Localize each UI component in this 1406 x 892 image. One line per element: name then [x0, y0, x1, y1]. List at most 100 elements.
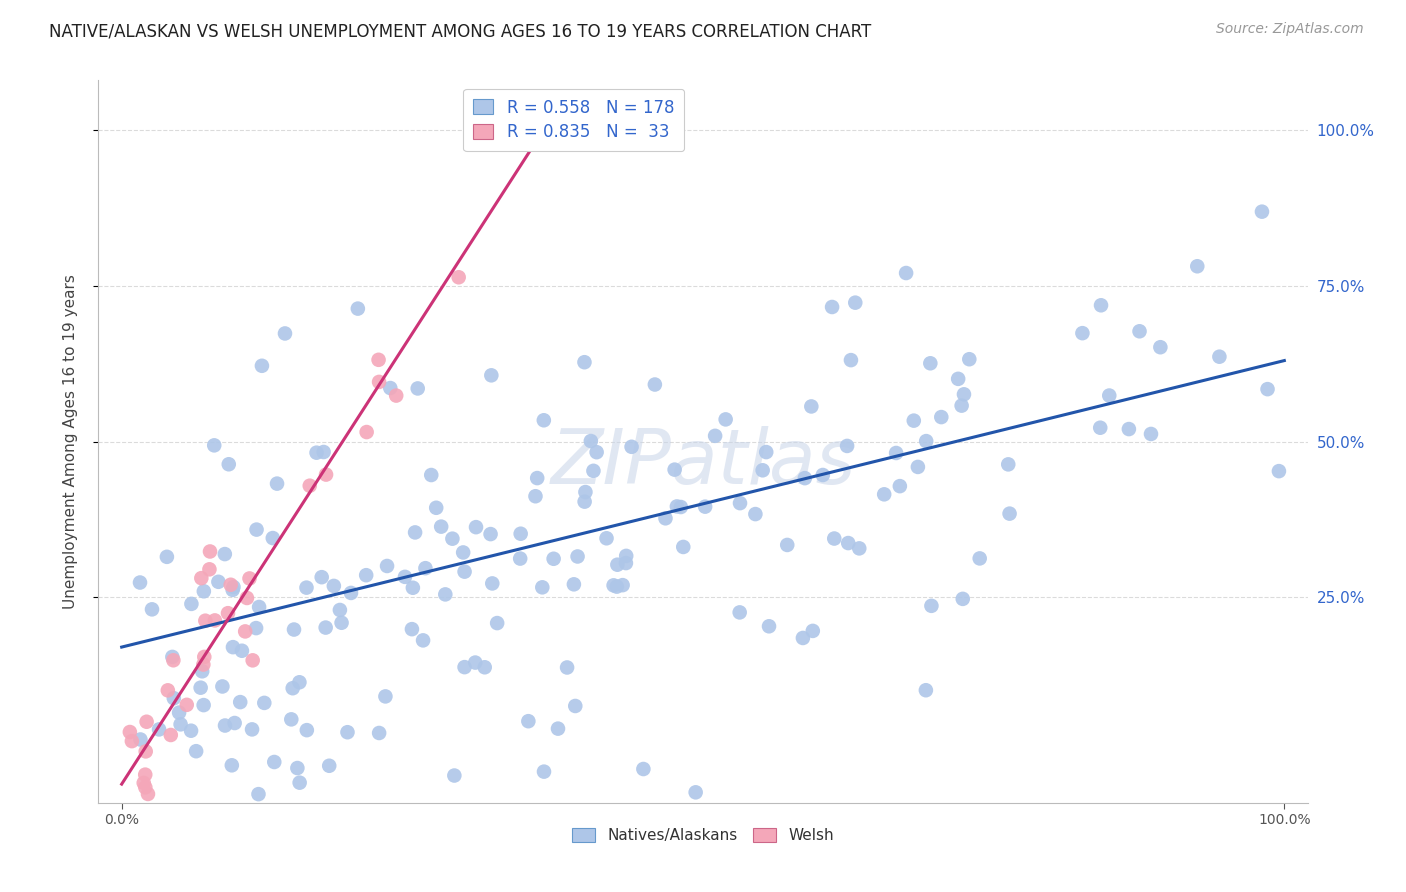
- Point: [839, 353, 862, 368]
- Point: [714, 412, 737, 426]
- Point: [247, 787, 270, 801]
- Point: [952, 591, 974, 606]
- Point: [664, 462, 686, 476]
- Point: [394, 570, 416, 584]
- Point: [180, 723, 202, 738]
- Point: [800, 400, 823, 414]
- Point: [336, 725, 359, 739]
- Point: [1257, 382, 1279, 396]
- Point: [567, 549, 589, 564]
- Point: [222, 580, 245, 594]
- Point: [159, 728, 181, 742]
- Point: [464, 656, 486, 670]
- Point: [474, 660, 496, 674]
- Point: [367, 352, 389, 367]
- Point: [744, 507, 766, 521]
- Point: [915, 683, 938, 698]
- Point: [672, 540, 695, 554]
- Point: [233, 624, 256, 639]
- Point: [1251, 204, 1274, 219]
- Point: [728, 606, 751, 620]
- Point: [903, 414, 925, 428]
- Point: [136, 787, 159, 801]
- Point: [340, 586, 363, 600]
- Point: [848, 541, 870, 556]
- Point: [946, 372, 969, 386]
- Point: [524, 489, 547, 503]
- Y-axis label: Unemployment Among Ages 16 to 19 years: Unemployment Among Ages 16 to 19 years: [63, 274, 77, 609]
- Point: [295, 581, 318, 595]
- Point: [193, 649, 215, 664]
- Point: [821, 300, 844, 314]
- Point: [574, 494, 596, 508]
- Point: [582, 464, 605, 478]
- Point: [229, 695, 252, 709]
- Point: [920, 356, 942, 370]
- Point: [595, 531, 617, 545]
- Point: [322, 579, 344, 593]
- Point: [298, 479, 321, 493]
- Point: [374, 690, 396, 704]
- Point: [479, 368, 502, 383]
- Text: Source: ZipAtlas.com: Source: ZipAtlas.com: [1216, 22, 1364, 37]
- Point: [837, 536, 859, 550]
- Point: [614, 549, 637, 563]
- Point: [792, 631, 814, 645]
- Point: [654, 511, 676, 525]
- Point: [329, 603, 352, 617]
- Point: [562, 577, 585, 591]
- Point: [585, 445, 607, 459]
- Point: [633, 762, 655, 776]
- Point: [385, 388, 408, 402]
- Point: [193, 657, 215, 672]
- Point: [135, 714, 157, 729]
- Point: [315, 621, 337, 635]
- Point: [221, 582, 243, 597]
- Point: [141, 602, 163, 616]
- Point: [1208, 350, 1230, 364]
- Point: [420, 468, 443, 483]
- Point: [915, 434, 938, 449]
- Point: [415, 561, 437, 575]
- Legend: Natives/Alaskans, Welsh: Natives/Alaskans, Welsh: [567, 822, 839, 849]
- Point: [486, 616, 509, 631]
- Point: [288, 775, 311, 789]
- Point: [593, 883, 616, 892]
- Point: [533, 413, 555, 427]
- Point: [526, 471, 548, 485]
- Point: [533, 764, 555, 779]
- Point: [242, 653, 264, 667]
- Point: [198, 562, 221, 576]
- Point: [889, 479, 911, 493]
- Point: [564, 698, 586, 713]
- Point: [793, 471, 815, 485]
- Point: [274, 326, 297, 341]
- Point: [219, 578, 242, 592]
- Point: [402, 581, 425, 595]
- Point: [479, 527, 502, 541]
- Point: [873, 487, 896, 501]
- Point: [214, 547, 236, 561]
- Point: [263, 755, 285, 769]
- Point: [412, 633, 434, 648]
- Point: [823, 532, 845, 546]
- Point: [755, 445, 778, 459]
- Point: [204, 614, 226, 628]
- Point: [644, 377, 666, 392]
- Point: [1090, 298, 1112, 312]
- Point: [1071, 326, 1094, 340]
- Point: [247, 599, 270, 614]
- Point: [283, 623, 305, 637]
- Point: [602, 578, 624, 592]
- Point: [453, 660, 475, 674]
- Point: [1098, 388, 1121, 402]
- Point: [509, 551, 531, 566]
- Point: [451, 545, 474, 559]
- Point: [811, 468, 834, 483]
- Point: [894, 266, 917, 280]
- Point: [280, 712, 302, 726]
- Point: [207, 574, 229, 589]
- Point: [434, 587, 457, 601]
- Point: [950, 399, 973, 413]
- Point: [441, 532, 464, 546]
